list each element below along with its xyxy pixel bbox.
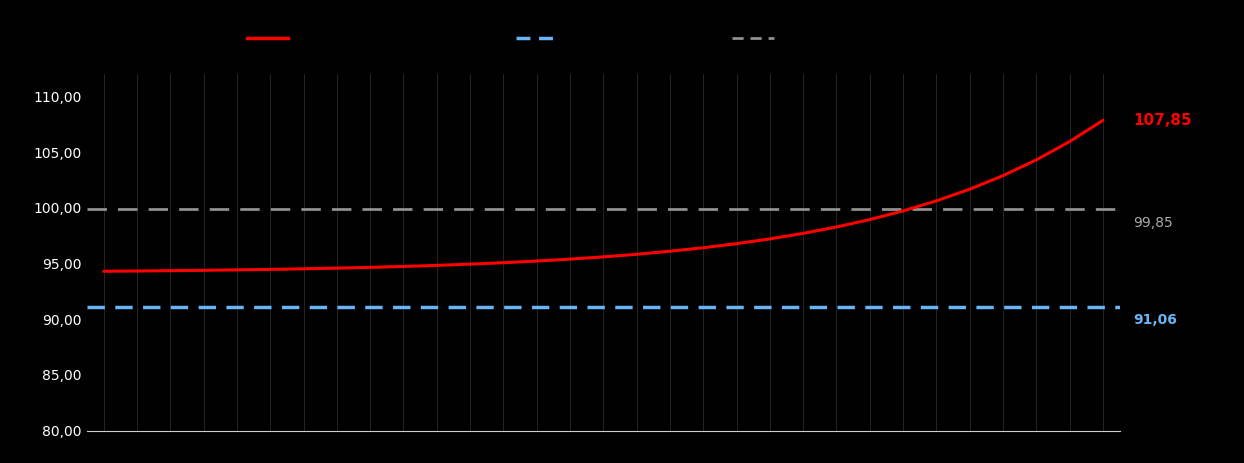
Text: 107,85: 107,85	[1133, 113, 1192, 128]
Text: 91,06: 91,06	[1133, 313, 1177, 327]
Text: 99,85: 99,85	[1133, 216, 1173, 230]
